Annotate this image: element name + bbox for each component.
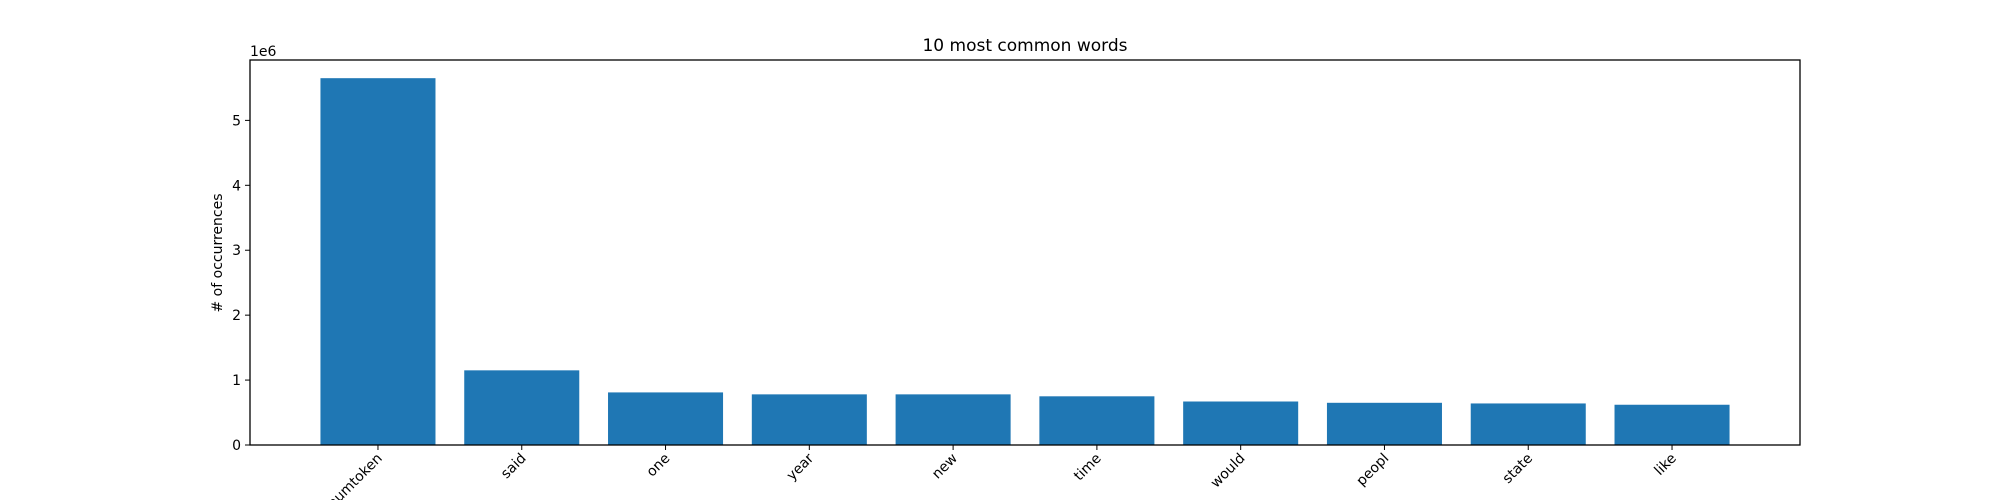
y-tick-label: 4 [232,178,241,194]
plot-frame [249,59,1801,446]
y-tick-label: 3 [232,243,241,259]
y-tick-label: 2 [232,308,241,324]
x-tick-label-like: like [1652,451,1680,479]
y-tick-label: 0 [232,438,241,454]
x-tick-label-time: time [1071,451,1105,485]
bars-group [320,78,1730,446]
x-tick-label-state: state [1500,451,1536,487]
bar-state [1470,403,1586,445]
x-tick-label-said: said [498,451,530,483]
chart-title: 10 most common words [922,36,1127,56]
x-tick-label-peopl: peopl [1354,451,1393,490]
x-tick-label-numtoken: numtoken [325,451,386,500]
y-axis-offset-label: 1e6 [250,44,277,60]
bar-peopl [1326,402,1442,445]
y-axis-label: # of occurrences [210,193,226,312]
x-axis-ticks: numtoken said one year new time would peopl stat… [325,445,1680,500]
y-axis-ticks: 0 1 2 3 4 5 [232,113,250,454]
bar-numtoken [320,78,436,446]
bar-one [608,392,724,445]
x-tick-label-one: one [644,451,674,481]
bar-year [751,394,867,445]
x-tick-label-year: year [784,450,818,484]
y-tick-label: 5 [232,113,241,129]
x-tick-label-new: new [929,451,961,483]
x-tick-label-would: would [1208,451,1249,492]
bar-would [1183,401,1299,445]
bar-said [464,370,580,445]
y-tick-label: 1 [232,373,241,389]
bar-new [895,394,1011,445]
bar-like [1614,404,1730,445]
bar-time [1039,396,1155,445]
